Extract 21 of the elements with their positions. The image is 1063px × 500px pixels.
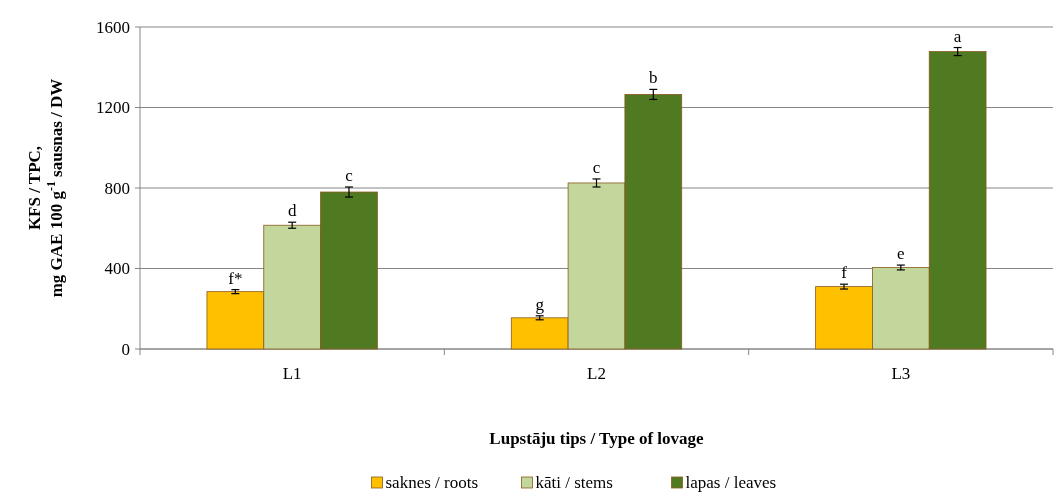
annotation: e <box>897 244 905 264</box>
x-axis-title: Lupstāju tips / Type of lovage <box>489 429 705 448</box>
x-tick-label: L1 <box>282 364 302 383</box>
annotation: b <box>649 68 658 88</box>
annotation: a <box>953 26 962 46</box>
legend-label: saknes / roots <box>385 473 479 492</box>
annotation: d <box>287 201 297 221</box>
legend-label: lapas / leaves <box>685 473 777 492</box>
y-tick-label: 400 <box>104 259 130 279</box>
y-tick-label: 1200 <box>96 98 130 118</box>
y-tick-label: 800 <box>104 178 130 198</box>
x-tick-label: L3 <box>891 364 911 383</box>
y-tick-label: 0 <box>121 339 130 359</box>
annotation: c <box>592 157 601 177</box>
x-tick-label: L2 <box>587 364 606 383</box>
annotation: g <box>535 294 545 314</box>
annotation: f <box>841 263 848 283</box>
y-tick-label: 1600 <box>96 17 130 37</box>
annotation: c <box>345 165 354 185</box>
legend-label: kāti / stems <box>535 473 613 492</box>
annotation: f* <box>228 268 243 288</box>
